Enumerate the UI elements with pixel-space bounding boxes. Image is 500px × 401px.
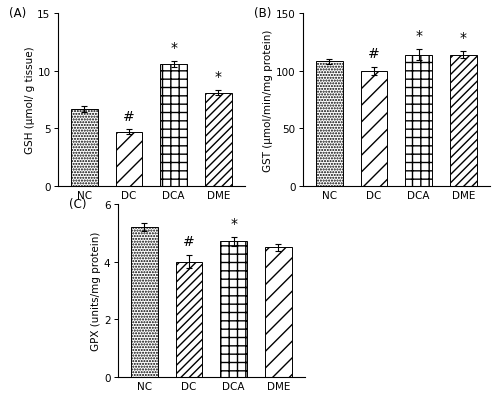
Y-axis label: GST (μmol/min/mg protein): GST (μmol/min/mg protein)	[263, 29, 273, 171]
Text: (C): (C)	[69, 198, 86, 211]
Text: #: #	[123, 109, 135, 123]
Bar	[131, 227, 158, 377]
Bar	[360, 71, 388, 186]
Text: *: *	[170, 41, 177, 55]
Bar	[450, 55, 476, 186]
Text: #: #	[183, 235, 195, 249]
Text: *: *	[460, 31, 466, 45]
Text: (A): (A)	[9, 7, 26, 20]
Bar	[71, 109, 98, 186]
Text: (B): (B)	[254, 7, 271, 20]
Bar	[316, 62, 342, 186]
Bar	[160, 65, 187, 186]
Bar	[265, 248, 291, 377]
Y-axis label: GPX (units/mg protein): GPX (units/mg protein)	[91, 231, 101, 350]
Text: *: *	[214, 70, 222, 84]
Text: *: *	[230, 217, 237, 231]
Bar	[220, 242, 247, 377]
Bar	[176, 262, 203, 377]
Text: *: *	[415, 29, 422, 43]
Bar	[116, 132, 142, 186]
Bar	[405, 55, 432, 186]
Y-axis label: GSH (μmol/ g tissue): GSH (μmol/ g tissue)	[24, 47, 34, 154]
Text: #: #	[368, 47, 380, 61]
Bar	[205, 93, 232, 186]
